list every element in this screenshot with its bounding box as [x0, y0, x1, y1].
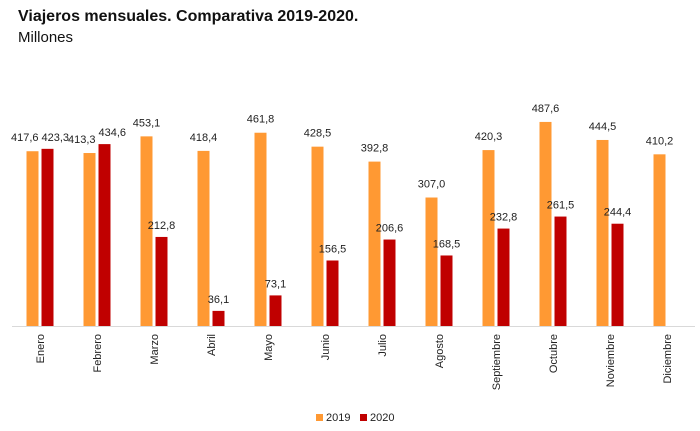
bar-2020-junio: [326, 260, 339, 326]
bar-2019-febrero: [83, 153, 96, 326]
x-tick-label-julio: Julio: [377, 334, 389, 357]
bar-2019-mayo: [254, 132, 267, 326]
x-tick-label-octubre: Octubre: [548, 334, 560, 373]
legend-label-2019: 2019: [326, 412, 350, 424]
data-label-2020-febrero: 434,6: [99, 127, 127, 139]
data-label-2020-abril: 36,1: [208, 294, 229, 306]
chart-title: Viajeros mensuales. Comparativa 2019-202…: [18, 8, 359, 25]
bar-2020-septiembre: [497, 228, 510, 326]
data-label-2019-abril: 418,4: [190, 132, 218, 144]
data-label-2020-mayo: 73,1: [265, 278, 286, 290]
data-label-2020-septiembre: 232,8: [490, 212, 518, 224]
x-tick-label-mayo: Mayo: [263, 334, 275, 361]
bar-2020-marzo: [155, 236, 168, 326]
x-tick-label-febrero: Febrero: [92, 334, 104, 373]
bar-2019-noviembre: [596, 139, 609, 326]
x-tick-label-junio: Junio: [320, 334, 332, 360]
x-tick-label-septiembre: Septiembre: [491, 334, 503, 390]
bar-2019-diciembre: [653, 154, 666, 326]
data-label-2019-octubre: 487,6: [532, 103, 560, 115]
x-tick-label-diciembre: Diciembre: [662, 334, 674, 384]
data-label-2020-agosto: 168,5: [433, 238, 461, 250]
data-label-2020-enero: 423,3: [42, 132, 70, 144]
bar-2019-abril: [197, 150, 210, 326]
x-tick-label-noviembre: Noviembre: [605, 334, 617, 387]
data-label-2019-noviembre: 444,5: [589, 121, 617, 133]
data-label-2020-marzo: 212,8: [148, 220, 176, 232]
legend-swatch-2020: [360, 414, 367, 421]
bar-2019-octubre: [539, 121, 552, 327]
legend-label-2020: 2020: [370, 412, 394, 424]
data-label-2019-septiembre: 420,3: [475, 131, 503, 143]
bar-2020-agosto: [440, 255, 453, 326]
bar-2020-noviembre: [611, 223, 624, 326]
data-label-2019-marzo: 453,1: [133, 117, 161, 129]
bar-2020-enero: [41, 148, 54, 326]
bar-2020-febrero: [98, 144, 111, 326]
chart-subtitle: Millones: [18, 29, 74, 46]
bar-2020-abril: [212, 310, 225, 326]
data-label-2019-diciembre: 410,2: [646, 135, 674, 147]
bar-2019-marzo: [140, 136, 153, 326]
x-tick-label-enero: Enero: [35, 334, 47, 363]
bar-2020-julio: [383, 239, 396, 326]
bar-2020-octubre: [554, 216, 567, 326]
data-label-2019-enero: 417,6: [11, 132, 39, 144]
data-label-2019-julio: 392,8: [361, 143, 389, 155]
data-label-2019-junio: 428,5: [304, 128, 332, 140]
bar-2019-agosto: [425, 197, 438, 326]
bar-2019-enero: [26, 151, 39, 326]
x-tick-label-abril: Abril: [206, 334, 218, 356]
data-label-2020-julio: 206,6: [376, 223, 404, 235]
data-label-2019-febrero: 413,3: [68, 134, 96, 146]
data-label-2020-junio: 156,5: [319, 244, 347, 256]
data-label-2020-octubre: 261,5: [547, 200, 575, 212]
legend-swatch-2019: [316, 414, 323, 421]
x-tick-label-agosto: Agosto: [434, 334, 446, 368]
bar-2019-julio: [368, 161, 381, 326]
bar-2019-junio: [311, 146, 324, 326]
bar-2020-mayo: [269, 295, 282, 326]
data-label-2020-noviembre: 244,4: [604, 207, 632, 219]
data-label-2019-mayo: 461,8: [247, 114, 275, 126]
data-label-2019-agosto: 307,0: [418, 179, 446, 191]
bar-2019-septiembre: [482, 150, 495, 326]
x-tick-label-marzo: Marzo: [149, 334, 161, 365]
